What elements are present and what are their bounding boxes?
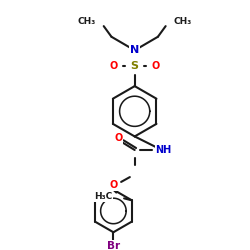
Text: O: O — [114, 134, 122, 143]
Text: H₃C: H₃C — [94, 192, 112, 201]
Text: CH₃: CH₃ — [174, 17, 192, 26]
Text: O: O — [152, 61, 160, 71]
Text: NH: NH — [156, 145, 172, 155]
Text: O: O — [109, 180, 118, 190]
Text: N: N — [130, 45, 139, 55]
Text: CH₃: CH₃ — [78, 17, 96, 26]
Text: S: S — [131, 61, 139, 71]
Text: Br: Br — [107, 241, 120, 250]
Text: O: O — [109, 61, 118, 71]
